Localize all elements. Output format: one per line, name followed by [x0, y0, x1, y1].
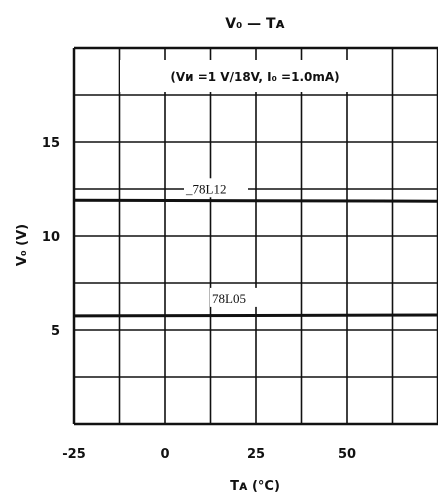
y-tick-label: 5 — [51, 324, 60, 339]
series-line-78L12 — [73, 198, 438, 203]
series-label-bg — [184, 178, 248, 198]
x-axis-label: Tᴀ (°C) — [230, 479, 280, 494]
series-label-78L12: _78L12 — [185, 181, 226, 196]
condition-box-bg — [120, 60, 390, 92]
grid — [72, 46, 438, 426]
x-tick-label: 50 — [338, 447, 356, 462]
chart-title: V₀ — Tᴀ — [225, 16, 284, 32]
series-labels: _78L12 78L05 — [184, 178, 274, 307]
x-tick-label: -25 — [62, 447, 86, 462]
condition-label: (Vᴎ =1 V/18V, I₀ =1.0mA) — [170, 70, 339, 84]
y-tick-labels: 5 10 15 — [42, 136, 60, 339]
series-label-bg — [210, 287, 274, 307]
y-tick-label: 10 — [42, 230, 60, 245]
y-tick-label: 15 — [42, 136, 60, 151]
x-tick-label: 25 — [247, 447, 265, 462]
y-axis-label: V₀ (V) — [15, 224, 30, 266]
x-tick-label: 0 — [160, 447, 169, 462]
x-tick-labels: -25 0 25 50 — [62, 447, 356, 462]
series-line-78L05 — [73, 313, 438, 318]
series-lines — [73, 198, 438, 318]
series-label-78L05: 78L05 — [212, 291, 246, 306]
